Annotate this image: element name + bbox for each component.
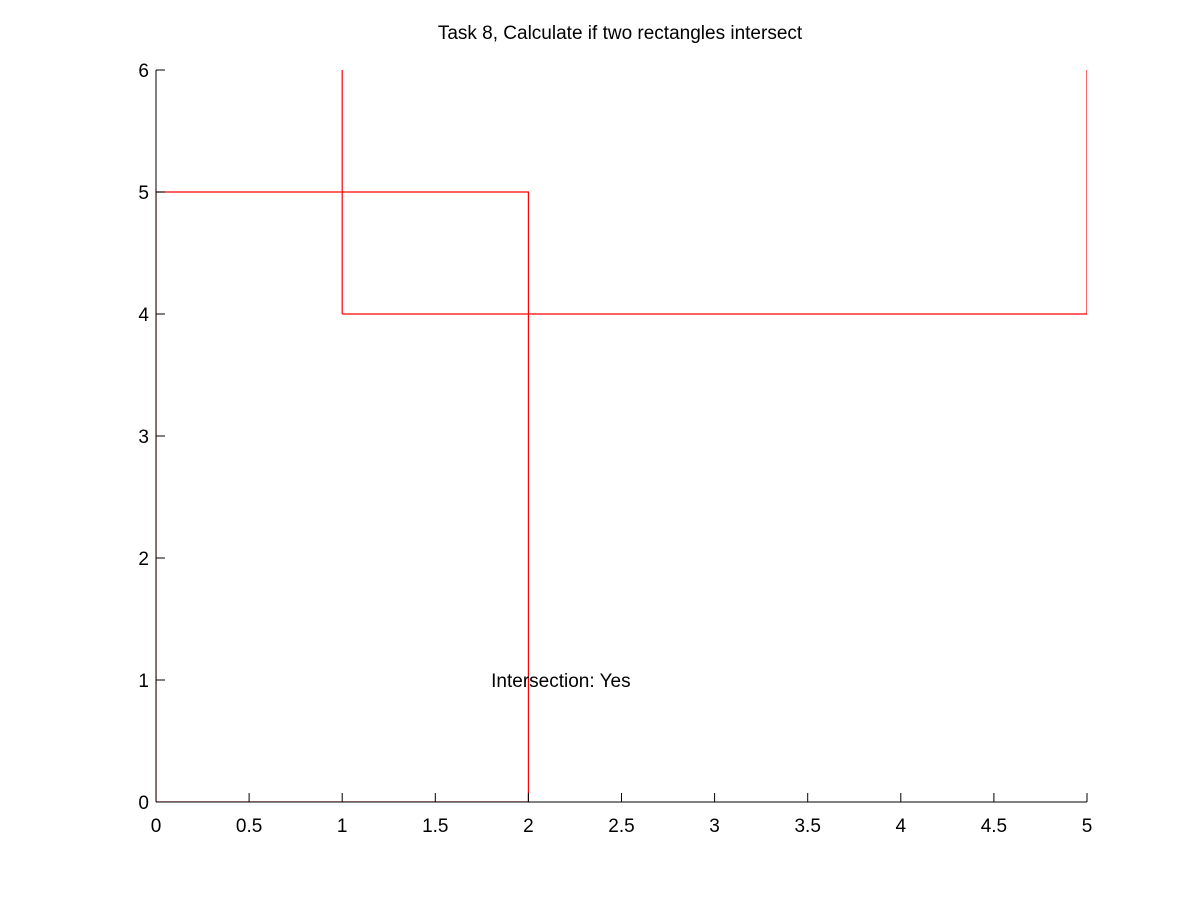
y-tick-label: 4 [138, 305, 149, 326]
x-tick-label: 4 [896, 816, 907, 837]
axes [155, 70, 1087, 803]
x-tick-label: 0.5 [236, 816, 262, 837]
x-tick-label: 2 [523, 816, 534, 837]
x-tick-label: 3.5 [794, 816, 820, 837]
x-tick-label: 3 [709, 816, 720, 837]
y-tick-label: 0 [138, 793, 149, 814]
annotations: Intersection: Yes [491, 671, 630, 692]
rectangle-1-outline [156, 191, 530, 802]
y-tick-label: 5 [138, 183, 149, 204]
x-tick-label: 1 [337, 816, 348, 837]
x-tick-label: 4.5 [981, 816, 1007, 837]
y-tick-label: 3 [138, 427, 149, 448]
intersection-result-label: Intersection: Yes [491, 671, 630, 692]
x-tick-label: 0 [151, 816, 162, 837]
y-tick-label: 2 [138, 549, 149, 570]
y-tick-label: 1 [138, 671, 149, 692]
x-tick-label: 2.5 [608, 816, 634, 837]
rectangle-2-outline [341, 70, 1087, 315]
x-tick-label: 1.5 [422, 816, 448, 837]
series-layer [156, 70, 1087, 802]
x-tick-label: 5 [1082, 816, 1093, 837]
chart-title: Task 8, Calculate if two rectangles inte… [438, 23, 803, 44]
ticks: 0 0.5 1 1.5 2 2.5 3 3.5 4 4.5 5 0 1 2 3 4 5 6 [138, 61, 1092, 837]
y-tick-label: 6 [138, 61, 149, 82]
